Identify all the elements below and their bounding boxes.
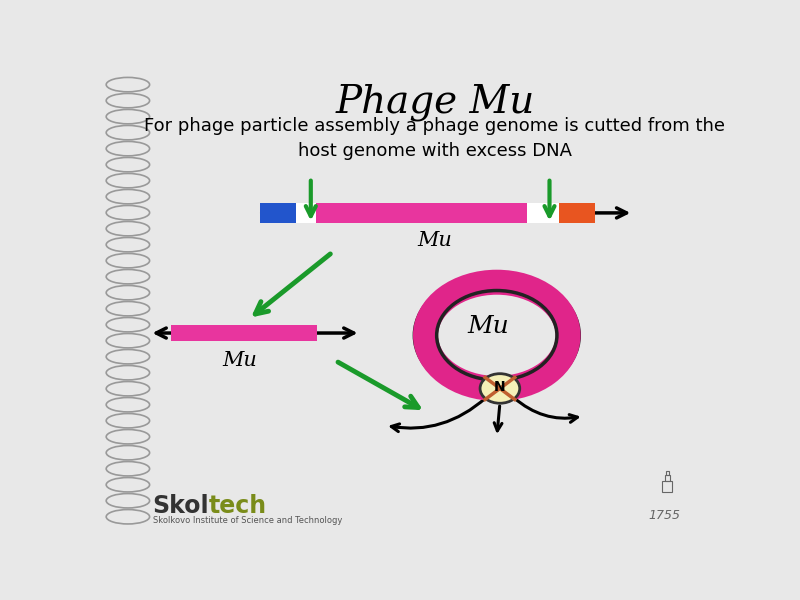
FancyBboxPatch shape (296, 203, 316, 223)
Text: For phage particle assembly a phage genome is cutted from the
host genome with e: For phage particle assembly a phage geno… (144, 118, 726, 160)
Text: N: N (494, 380, 506, 394)
FancyBboxPatch shape (171, 325, 317, 341)
Text: Skol: Skol (153, 494, 210, 518)
Circle shape (480, 374, 520, 403)
FancyBboxPatch shape (316, 203, 526, 223)
Text: Mu: Mu (222, 351, 257, 370)
Text: tech: tech (209, 494, 266, 518)
Text: 1755: 1755 (648, 509, 680, 522)
Text: Mu: Mu (468, 314, 510, 338)
FancyBboxPatch shape (260, 203, 296, 223)
FancyBboxPatch shape (526, 203, 558, 223)
Text: Mu: Mu (418, 231, 452, 250)
Text: Skolkovo Institute of Science and Technology: Skolkovo Institute of Science and Techno… (153, 515, 342, 524)
Text: Phage Mu: Phage Mu (335, 83, 534, 121)
FancyBboxPatch shape (558, 203, 594, 223)
